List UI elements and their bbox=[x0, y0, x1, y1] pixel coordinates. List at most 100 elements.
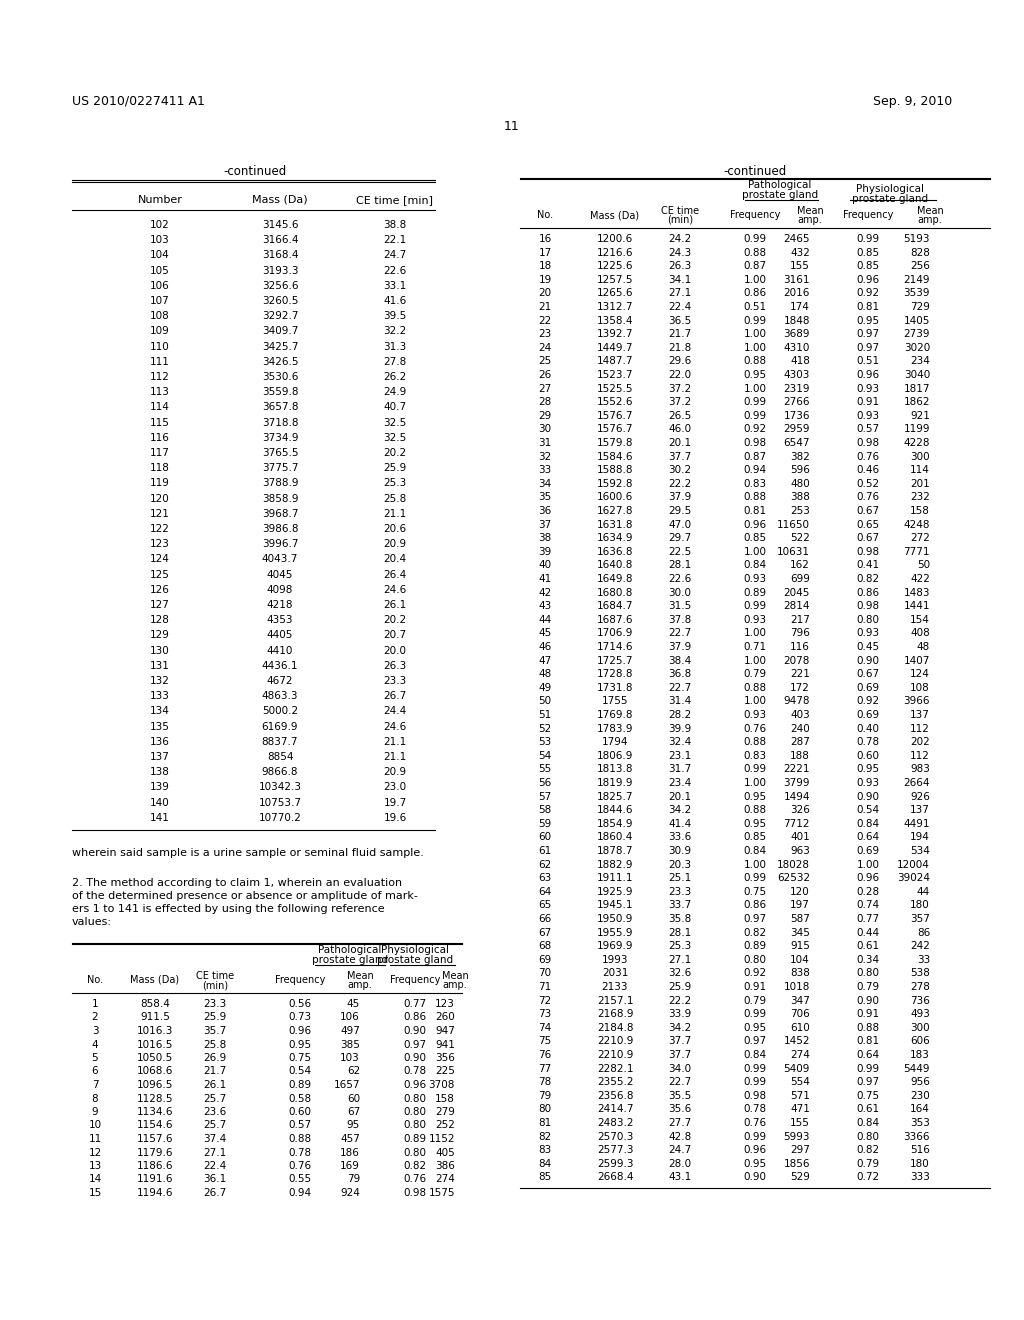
Text: 2045: 2045 bbox=[783, 587, 810, 598]
Text: 74: 74 bbox=[539, 1023, 552, 1032]
Text: 20.4: 20.4 bbox=[383, 554, 407, 565]
Text: Frequency: Frequency bbox=[274, 975, 326, 985]
Text: 25.1: 25.1 bbox=[669, 874, 691, 883]
Text: 27.1: 27.1 bbox=[204, 1147, 226, 1158]
Text: 8854: 8854 bbox=[266, 752, 293, 762]
Text: 1860.4: 1860.4 bbox=[597, 833, 633, 842]
Text: 274: 274 bbox=[791, 1049, 810, 1060]
Text: 22.7: 22.7 bbox=[669, 628, 691, 639]
Text: 0.96: 0.96 bbox=[856, 370, 880, 380]
Text: 2. The method according to claim 1, wherein an evaluation: 2. The method according to claim 1, wher… bbox=[72, 878, 402, 888]
Text: 102: 102 bbox=[151, 220, 170, 230]
Text: 0.94: 0.94 bbox=[743, 465, 767, 475]
Text: 33.1: 33.1 bbox=[383, 281, 407, 290]
Text: 28: 28 bbox=[539, 397, 552, 407]
Text: 2221: 2221 bbox=[783, 764, 810, 775]
Text: 3559.8: 3559.8 bbox=[262, 387, 298, 397]
Text: 0.92: 0.92 bbox=[856, 288, 880, 298]
Text: 217: 217 bbox=[791, 615, 810, 624]
Text: 0.80: 0.80 bbox=[403, 1107, 427, 1117]
Text: 2168.9: 2168.9 bbox=[597, 1010, 633, 1019]
Text: 1925.9: 1925.9 bbox=[597, 887, 633, 896]
Text: 4410: 4410 bbox=[267, 645, 293, 656]
Text: 27.8: 27.8 bbox=[383, 356, 407, 367]
Text: 194: 194 bbox=[910, 833, 930, 842]
Text: 0.96: 0.96 bbox=[289, 1026, 311, 1036]
Text: 25.8: 25.8 bbox=[204, 1040, 226, 1049]
Text: 66: 66 bbox=[539, 913, 552, 924]
Text: 1945.1: 1945.1 bbox=[597, 900, 633, 911]
Text: 3530.6: 3530.6 bbox=[262, 372, 298, 381]
Text: 25.8: 25.8 bbox=[383, 494, 407, 504]
Text: 0.89: 0.89 bbox=[743, 941, 767, 952]
Text: 1050.5: 1050.5 bbox=[137, 1053, 173, 1063]
Text: 3256.6: 3256.6 bbox=[262, 281, 298, 290]
Text: 180: 180 bbox=[910, 1159, 930, 1168]
Text: 2465: 2465 bbox=[783, 234, 810, 244]
Text: 22.2: 22.2 bbox=[669, 995, 691, 1006]
Text: 0.85: 0.85 bbox=[743, 533, 767, 544]
Text: 0.95: 0.95 bbox=[289, 1040, 311, 1049]
Text: 22.0: 22.0 bbox=[669, 370, 691, 380]
Text: 1216.6: 1216.6 bbox=[597, 248, 633, 257]
Text: 2184.8: 2184.8 bbox=[597, 1023, 633, 1032]
Text: Physiological: Physiological bbox=[381, 945, 449, 954]
Text: 2210.9: 2210.9 bbox=[597, 1036, 633, 1047]
Text: 1016.3: 1016.3 bbox=[137, 1026, 173, 1036]
Text: 0.84: 0.84 bbox=[743, 561, 767, 570]
Text: 0.78: 0.78 bbox=[743, 1105, 767, 1114]
Text: Mass (Da): Mass (Da) bbox=[252, 195, 308, 205]
Text: 0.90: 0.90 bbox=[856, 792, 880, 801]
Text: 71: 71 bbox=[539, 982, 552, 993]
Text: 1257.5: 1257.5 bbox=[597, 275, 633, 285]
Text: 1152: 1152 bbox=[428, 1134, 455, 1144]
Text: 30.0: 30.0 bbox=[669, 587, 691, 598]
Text: 0.98: 0.98 bbox=[743, 438, 767, 447]
Text: 0.41: 0.41 bbox=[856, 561, 880, 570]
Text: 0.88: 0.88 bbox=[743, 682, 767, 693]
Text: 232: 232 bbox=[910, 492, 930, 503]
Text: 0.86: 0.86 bbox=[743, 900, 767, 911]
Text: 497: 497 bbox=[340, 1026, 360, 1036]
Text: 274: 274 bbox=[435, 1175, 455, 1184]
Text: 1186.6: 1186.6 bbox=[137, 1162, 173, 1171]
Text: 0.81: 0.81 bbox=[743, 506, 767, 516]
Text: 0.72: 0.72 bbox=[856, 1172, 880, 1183]
Text: 35.5: 35.5 bbox=[669, 1090, 691, 1101]
Text: 24.2: 24.2 bbox=[669, 234, 691, 244]
Text: 39024: 39024 bbox=[897, 874, 930, 883]
Text: 1631.8: 1631.8 bbox=[597, 520, 633, 529]
Text: 44: 44 bbox=[539, 615, 552, 624]
Text: 22.6: 22.6 bbox=[669, 574, 691, 583]
Text: 38: 38 bbox=[539, 533, 552, 544]
Text: 1969.9: 1969.9 bbox=[597, 941, 633, 952]
Text: 188: 188 bbox=[791, 751, 810, 760]
Text: 796: 796 bbox=[791, 628, 810, 639]
Text: 571: 571 bbox=[791, 1090, 810, 1101]
Text: 0.99: 0.99 bbox=[743, 1010, 767, 1019]
Text: 0.40: 0.40 bbox=[856, 723, 880, 734]
Text: 81: 81 bbox=[539, 1118, 552, 1129]
Text: 3145.6: 3145.6 bbox=[262, 220, 298, 230]
Text: 956: 956 bbox=[910, 1077, 930, 1088]
Text: 0.97: 0.97 bbox=[856, 1077, 880, 1088]
Text: 116: 116 bbox=[151, 433, 170, 442]
Text: 24.9: 24.9 bbox=[383, 387, 407, 397]
Text: 23.3: 23.3 bbox=[669, 887, 691, 896]
Text: Sep. 9, 2010: Sep. 9, 2010 bbox=[872, 95, 952, 108]
Text: 0.80: 0.80 bbox=[856, 615, 880, 624]
Text: 1018: 1018 bbox=[783, 982, 810, 993]
Text: 73: 73 bbox=[539, 1010, 552, 1019]
Text: 0.78: 0.78 bbox=[289, 1147, 311, 1158]
Text: 0.95: 0.95 bbox=[856, 315, 880, 326]
Text: 1854.9: 1854.9 bbox=[597, 818, 633, 829]
Text: 23.0: 23.0 bbox=[383, 783, 407, 792]
Text: 1016.5: 1016.5 bbox=[137, 1040, 173, 1049]
Text: values:: values: bbox=[72, 917, 112, 927]
Text: 0.97: 0.97 bbox=[856, 329, 880, 339]
Text: 23: 23 bbox=[539, 329, 552, 339]
Text: 1728.8: 1728.8 bbox=[597, 669, 633, 680]
Text: 0.67: 0.67 bbox=[856, 533, 880, 544]
Text: 0.88: 0.88 bbox=[743, 737, 767, 747]
Text: 0.99: 0.99 bbox=[743, 1131, 767, 1142]
